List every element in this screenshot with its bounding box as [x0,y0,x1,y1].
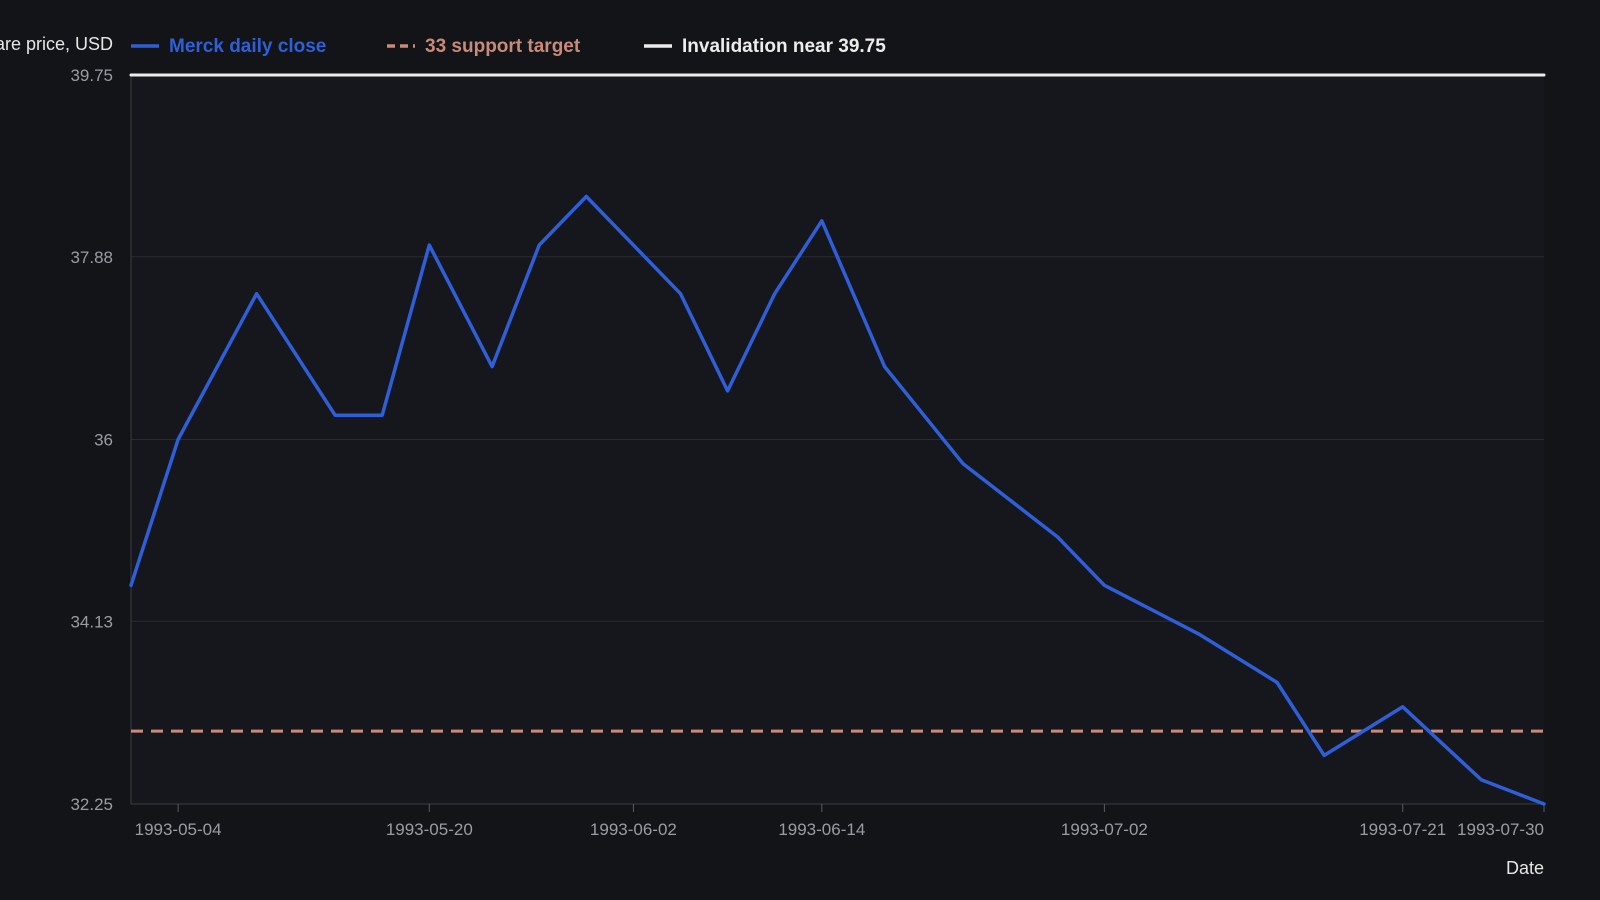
y-tick-label: 39.75 [70,66,113,85]
x-tick-label: 1993-07-21 [1359,820,1446,839]
x-tick-label: 1993-06-14 [778,820,865,839]
y-tick-label: 34.13 [70,612,113,631]
y-tick-label: 37.88 [70,248,113,267]
legend: Merck daily close 33 support target Invali… [131,36,886,57]
y-tick-labels: 39.75 37.88 36 34.13 32.25 [70,66,113,814]
x-tick-labels: 1993-05-04 1993-05-20 1993-06-02 1993-06-14… [135,804,1545,839]
x-tick-label: 1993-07-02 [1061,820,1148,839]
series-lines [129,73,1546,806]
x-tick-label: 1993-07-30 [1457,820,1544,839]
legend-label: Merck daily close [169,36,326,57]
series-line-0 [129,194,1546,806]
y-tick-label: 36 [94,431,113,450]
x-tick-label: 1993-06-02 [590,820,677,839]
y-axis-title: Share price, USD [0,34,113,54]
y-tick-label: 32.25 [70,795,113,814]
legend-label: Invalidation near 39.75 [682,36,886,57]
legend-label: 33 support target [425,36,581,57]
x-tick-label: 1993-05-04 [135,820,222,839]
x-tick-label: 1993-05-20 [386,820,473,839]
x-axis-title: Date [1506,858,1544,878]
